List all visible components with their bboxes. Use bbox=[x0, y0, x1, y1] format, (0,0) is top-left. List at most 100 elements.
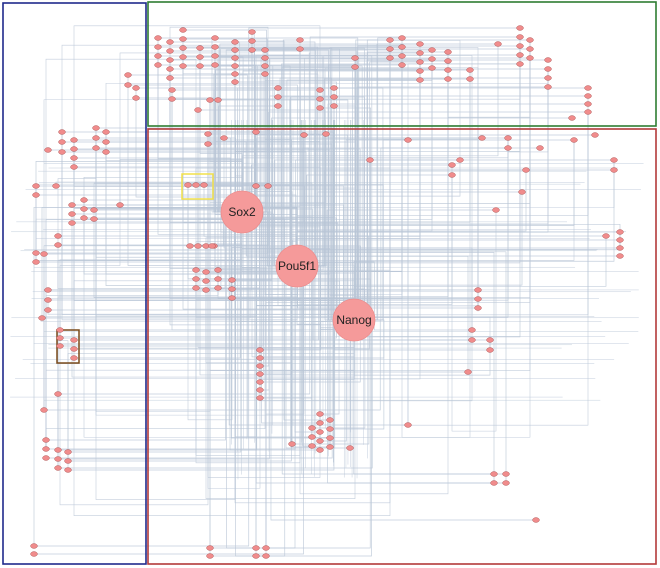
gene-node bbox=[584, 109, 592, 115]
gene-node bbox=[211, 35, 219, 41]
gene-node bbox=[274, 85, 282, 91]
gene-node bbox=[208, 243, 216, 249]
gene-node bbox=[486, 337, 494, 343]
edge bbox=[242, 169, 526, 213]
gene-node bbox=[532, 517, 540, 523]
gene-node bbox=[522, 167, 530, 173]
gene-node bbox=[448, 172, 456, 178]
gene-node bbox=[474, 296, 482, 302]
gene-node bbox=[526, 55, 534, 61]
gene-node bbox=[316, 87, 324, 93]
edge bbox=[354, 39, 530, 321]
gene-node bbox=[444, 67, 452, 73]
gene-node bbox=[544, 84, 552, 90]
gene-node bbox=[610, 157, 618, 163]
gene-node bbox=[179, 45, 187, 51]
gene-node bbox=[616, 229, 624, 235]
gene-node bbox=[466, 76, 474, 82]
gene-node bbox=[80, 197, 88, 203]
gene-node bbox=[206, 545, 214, 551]
gene-node bbox=[416, 50, 424, 56]
gene-node bbox=[256, 363, 264, 369]
gene-node bbox=[204, 141, 212, 147]
gene-node bbox=[202, 287, 210, 293]
gene-node bbox=[192, 182, 200, 188]
gene-node bbox=[54, 391, 62, 397]
edge bbox=[214, 32, 253, 270]
hub-node-sox2: Sox2 bbox=[220, 190, 264, 234]
edge bbox=[73, 25, 321, 158]
gene-node bbox=[64, 467, 72, 473]
gene-node bbox=[200, 182, 208, 188]
gene-node bbox=[56, 335, 64, 341]
gene-node bbox=[300, 132, 308, 138]
gene-node bbox=[206, 97, 214, 103]
gene-node bbox=[70, 137, 78, 143]
edge bbox=[207, 134, 321, 478]
gene-node bbox=[478, 135, 486, 141]
gene-node bbox=[468, 327, 476, 333]
gene-node bbox=[616, 253, 624, 259]
gene-node bbox=[416, 77, 424, 83]
gene-node bbox=[308, 443, 316, 449]
edge bbox=[354, 43, 498, 321]
gene-node bbox=[196, 63, 204, 69]
gene-node bbox=[202, 269, 210, 275]
gene-node bbox=[70, 164, 78, 170]
gene-node bbox=[102, 139, 110, 145]
gene-node bbox=[274, 94, 282, 100]
gene-node bbox=[252, 545, 260, 551]
gene-node bbox=[536, 145, 544, 151]
gene-node bbox=[398, 44, 406, 50]
gene-node bbox=[428, 56, 436, 62]
gene-node bbox=[54, 456, 62, 462]
gene-node bbox=[256, 395, 264, 401]
gene-node bbox=[202, 278, 210, 284]
gene-node bbox=[38, 315, 46, 321]
gene-node bbox=[456, 157, 464, 163]
gene-node bbox=[256, 355, 264, 361]
gene-node bbox=[90, 207, 98, 213]
edge bbox=[95, 100, 211, 412]
gene-node bbox=[316, 420, 324, 426]
gene-node bbox=[416, 68, 424, 74]
hub-node-pou5f1: Pou5f1 bbox=[275, 244, 319, 288]
gene-node bbox=[166, 57, 174, 63]
gene-node bbox=[516, 52, 524, 58]
gene-node bbox=[248, 47, 256, 53]
gene-node bbox=[132, 85, 140, 91]
hub-label-pou5f1: Pou5f1 bbox=[278, 259, 316, 273]
gene-node bbox=[274, 103, 282, 109]
hub-label-nanog: Nanog bbox=[336, 313, 371, 327]
gene-node bbox=[32, 250, 40, 256]
gene-node bbox=[308, 434, 316, 440]
gene-node bbox=[40, 407, 48, 413]
gene-node bbox=[616, 237, 624, 243]
gene-node bbox=[166, 39, 174, 45]
gene-node bbox=[211, 44, 219, 50]
gene-node bbox=[486, 347, 494, 353]
gene-node bbox=[194, 107, 202, 113]
edge bbox=[265, 49, 531, 556]
gene-node bbox=[30, 551, 38, 557]
gene-node bbox=[516, 34, 524, 40]
gene-node bbox=[184, 182, 192, 188]
left-region-box bbox=[2, 2, 147, 565]
gene-node bbox=[196, 45, 204, 51]
hub-label-sox2: Sox2 bbox=[228, 205, 256, 219]
gene-node bbox=[428, 47, 436, 53]
gene-node bbox=[398, 35, 406, 41]
gene-node bbox=[428, 65, 436, 71]
gene-node bbox=[256, 387, 264, 393]
gene-node bbox=[179, 54, 187, 60]
gene-node bbox=[124, 72, 132, 78]
gene-node bbox=[70, 337, 78, 343]
gene-node bbox=[80, 206, 88, 212]
edge bbox=[83, 58, 531, 438]
gene-node bbox=[316, 447, 324, 453]
edge bbox=[297, 265, 478, 309]
gene-node bbox=[252, 553, 260, 559]
gene-node bbox=[231, 55, 239, 61]
